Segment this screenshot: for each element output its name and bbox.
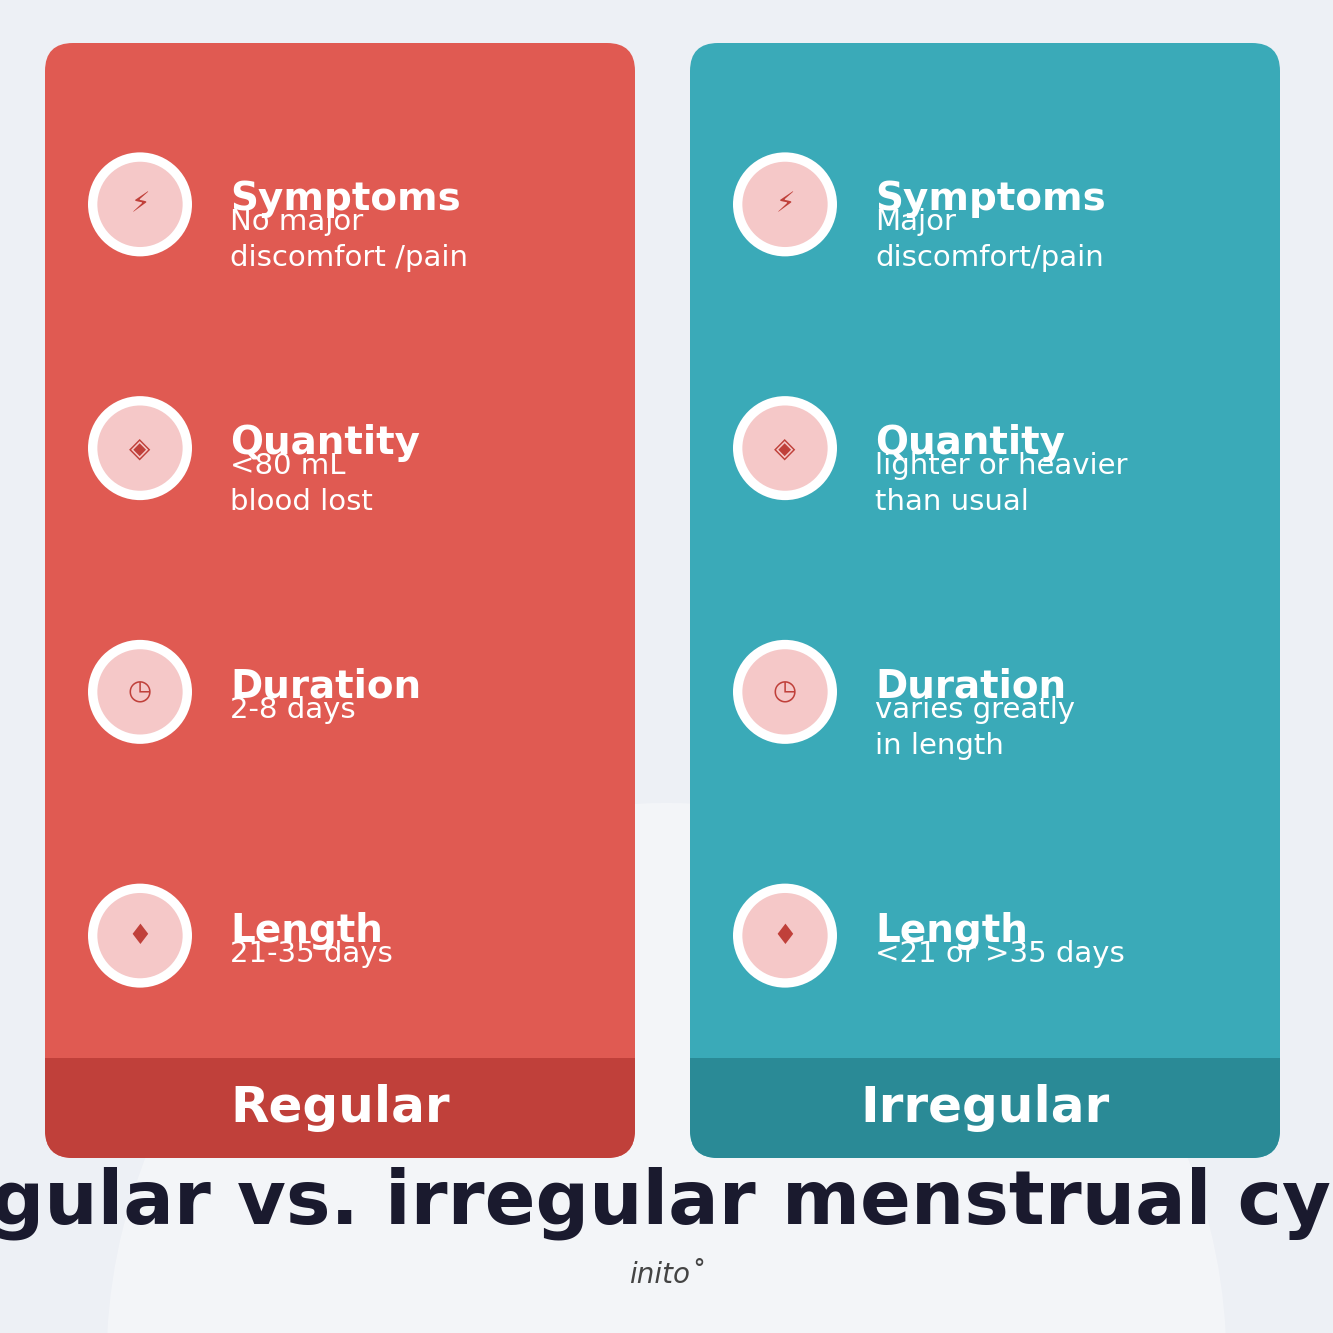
Circle shape — [733, 640, 837, 744]
Text: Major
discomfort/pain: Major discomfort/pain — [874, 208, 1104, 272]
Text: Irregular: Irregular — [860, 1084, 1109, 1132]
Bar — [45, 1030, 635, 1058]
Text: Length: Length — [874, 912, 1028, 949]
Text: ◈: ◈ — [774, 435, 796, 463]
Circle shape — [742, 161, 828, 247]
Text: Regular vs. irregular menstrual cycle: Regular vs. irregular menstrual cycle — [0, 1166, 1333, 1240]
Text: lighter or heavier
than usual: lighter or heavier than usual — [874, 452, 1128, 516]
Text: inito˚: inito˚ — [629, 1261, 704, 1289]
Circle shape — [88, 640, 192, 744]
Text: ⚡: ⚡ — [776, 191, 794, 219]
Circle shape — [733, 396, 837, 500]
Text: ♦: ♦ — [773, 921, 797, 949]
Text: 2-8 days: 2-8 days — [231, 696, 356, 724]
Text: 21-35 days: 21-35 days — [231, 940, 393, 968]
Text: varies greatly
in length: varies greatly in length — [874, 696, 1076, 760]
Bar — [690, 1030, 1280, 1058]
Text: No major
discomfort /pain: No major discomfort /pain — [231, 208, 468, 272]
Circle shape — [97, 405, 183, 491]
Text: Regular: Regular — [231, 1084, 449, 1132]
Circle shape — [742, 893, 828, 978]
Circle shape — [742, 649, 828, 734]
Text: ⚡: ⚡ — [131, 191, 149, 219]
Circle shape — [742, 405, 828, 491]
Circle shape — [733, 152, 837, 256]
Circle shape — [88, 152, 192, 256]
Circle shape — [97, 161, 183, 247]
FancyBboxPatch shape — [690, 43, 1280, 1158]
Text: Symptoms: Symptoms — [231, 180, 461, 219]
Text: Duration: Duration — [874, 668, 1066, 706]
Circle shape — [733, 884, 837, 988]
Text: Quantity: Quantity — [231, 424, 420, 463]
Circle shape — [97, 893, 183, 978]
Text: Symptoms: Symptoms — [874, 180, 1106, 219]
Circle shape — [88, 396, 192, 500]
Circle shape — [107, 802, 1226, 1333]
Text: ♦: ♦ — [128, 921, 152, 949]
Text: Duration: Duration — [231, 668, 421, 706]
FancyBboxPatch shape — [45, 43, 635, 1158]
Text: Length: Length — [231, 912, 383, 949]
Text: ◈: ◈ — [129, 435, 151, 463]
FancyBboxPatch shape — [690, 1030, 1280, 1158]
Text: <21 or >35 days: <21 or >35 days — [874, 940, 1125, 968]
Text: <80 mL
blood lost: <80 mL blood lost — [231, 452, 373, 516]
Circle shape — [88, 884, 192, 988]
Text: ◷: ◷ — [128, 678, 152, 706]
FancyBboxPatch shape — [45, 1030, 635, 1158]
Circle shape — [97, 649, 183, 734]
Text: ◷: ◷ — [773, 678, 797, 706]
Text: Quantity: Quantity — [874, 424, 1065, 463]
